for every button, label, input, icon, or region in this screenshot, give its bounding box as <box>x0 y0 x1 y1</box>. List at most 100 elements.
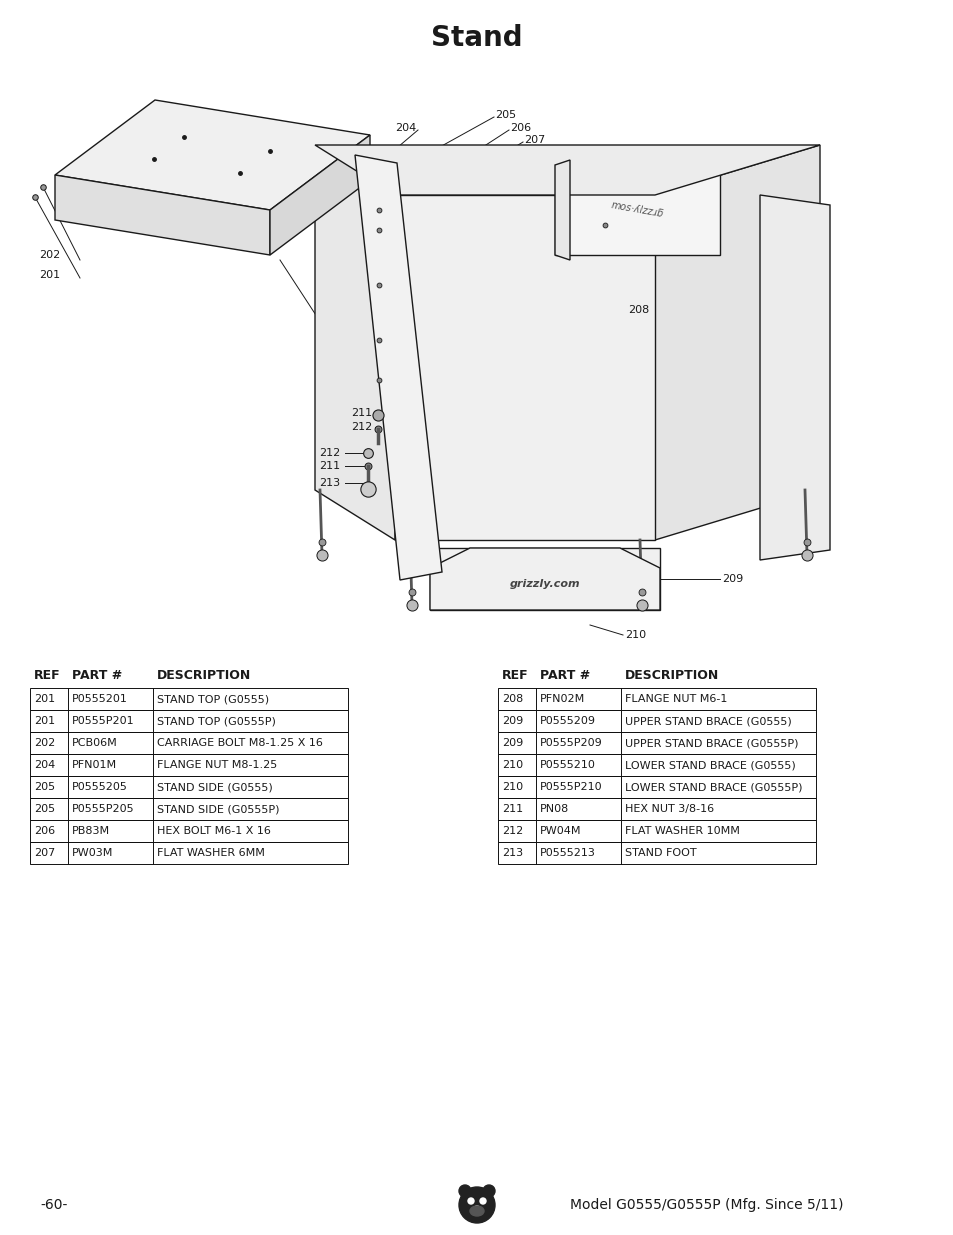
Bar <box>30 732 348 755</box>
Circle shape <box>479 1198 485 1204</box>
Text: P0555P205: P0555P205 <box>71 804 134 814</box>
Ellipse shape <box>470 1207 483 1216</box>
Text: 211: 211 <box>501 804 522 814</box>
Text: 201: 201 <box>34 694 55 704</box>
Text: STAND FOOT: STAND FOOT <box>624 848 696 858</box>
Bar <box>30 710 348 732</box>
Text: REF: REF <box>501 669 528 682</box>
Text: HEX BOLT M6-1 X 16: HEX BOLT M6-1 X 16 <box>157 826 271 836</box>
Text: DESCRIPTION: DESCRIPTION <box>157 669 251 682</box>
Bar <box>30 798 348 820</box>
Text: 209: 209 <box>501 716 522 726</box>
Polygon shape <box>314 144 820 195</box>
Text: FLAT WASHER 6MM: FLAT WASHER 6MM <box>157 848 265 858</box>
Polygon shape <box>395 195 655 540</box>
Text: P0555P209: P0555P209 <box>539 739 602 748</box>
Bar <box>497 820 815 842</box>
Polygon shape <box>655 144 820 540</box>
Text: 210: 210 <box>501 760 522 769</box>
Text: 209: 209 <box>501 739 522 748</box>
Text: P0555210: P0555210 <box>539 760 596 769</box>
Text: 202: 202 <box>39 249 60 261</box>
Text: STAND TOP (G0555): STAND TOP (G0555) <box>157 694 269 704</box>
Polygon shape <box>314 144 395 540</box>
Text: Stand: Stand <box>431 23 522 52</box>
Text: PW04M: PW04M <box>539 826 581 836</box>
Bar <box>497 732 815 755</box>
Text: FLAT WASHER 10MM: FLAT WASHER 10MM <box>624 826 740 836</box>
Text: P0555P201: P0555P201 <box>71 716 134 726</box>
Circle shape <box>474 1207 479 1212</box>
Text: 207: 207 <box>523 135 545 144</box>
Text: 204: 204 <box>395 124 416 133</box>
Text: P0555201: P0555201 <box>71 694 128 704</box>
Text: -60-: -60- <box>40 1198 68 1212</box>
Text: Model G0555/G0555P (Mfg. Since 5/11): Model G0555/G0555P (Mfg. Since 5/11) <box>569 1198 842 1212</box>
Bar <box>497 755 815 776</box>
Polygon shape <box>430 548 659 610</box>
Circle shape <box>468 1198 474 1204</box>
Bar <box>497 798 815 820</box>
Text: 213: 213 <box>318 478 339 488</box>
Text: P0555209: P0555209 <box>539 716 596 726</box>
Text: P0555205: P0555205 <box>71 782 128 792</box>
Text: 201: 201 <box>34 716 55 726</box>
Circle shape <box>458 1186 471 1197</box>
Bar <box>30 755 348 776</box>
Text: REF: REF <box>34 669 61 682</box>
Text: STAND SIDE (G0555): STAND SIDE (G0555) <box>157 782 273 792</box>
Bar <box>497 710 815 732</box>
Text: LOWER STAND BRACE (G0555): LOWER STAND BRACE (G0555) <box>624 760 795 769</box>
Text: STAND TOP (G0555P): STAND TOP (G0555P) <box>157 716 275 726</box>
Text: 208: 208 <box>501 694 522 704</box>
Polygon shape <box>355 156 441 580</box>
Polygon shape <box>55 100 370 210</box>
Text: 205: 205 <box>34 782 55 792</box>
Bar <box>30 842 348 864</box>
Text: 201: 201 <box>39 270 60 280</box>
Polygon shape <box>555 165 720 254</box>
Polygon shape <box>55 175 270 254</box>
Text: 212: 212 <box>351 422 372 432</box>
Text: HEX NUT 3/8-16: HEX NUT 3/8-16 <box>624 804 714 814</box>
Text: 205: 205 <box>34 804 55 814</box>
Text: 209: 209 <box>721 574 742 584</box>
Bar <box>30 776 348 798</box>
Text: CARRIAGE BOLT M8-1.25 X 16: CARRIAGE BOLT M8-1.25 X 16 <box>157 739 322 748</box>
Text: PART #: PART # <box>71 669 122 682</box>
Text: PW03M: PW03M <box>71 848 113 858</box>
Text: FLANGE NUT M6-1: FLANGE NUT M6-1 <box>624 694 726 704</box>
Text: grizzly.com: grizzly.com <box>509 579 579 589</box>
Text: UPPER STAND BRACE (G0555): UPPER STAND BRACE (G0555) <box>624 716 791 726</box>
Text: 213: 213 <box>501 848 522 858</box>
Text: 210: 210 <box>624 630 645 640</box>
Text: STAND SIDE (G0555P): STAND SIDE (G0555P) <box>157 804 279 814</box>
Polygon shape <box>430 548 659 610</box>
Text: UPPER STAND BRACE (G0555P): UPPER STAND BRACE (G0555P) <box>624 739 798 748</box>
Text: 211: 211 <box>351 408 372 417</box>
Text: PFN01M: PFN01M <box>71 760 117 769</box>
Text: 206: 206 <box>510 124 531 133</box>
Text: 208: 208 <box>627 305 649 315</box>
Bar <box>497 842 815 864</box>
Text: 210: 210 <box>501 782 522 792</box>
Text: PFN02M: PFN02M <box>539 694 584 704</box>
Text: 207: 207 <box>34 848 55 858</box>
Text: 206: 206 <box>34 826 55 836</box>
Bar <box>30 688 348 710</box>
Text: 205: 205 <box>495 110 516 120</box>
Text: 202: 202 <box>34 739 55 748</box>
Text: PART #: PART # <box>539 669 590 682</box>
Circle shape <box>482 1186 495 1197</box>
Text: PB83M: PB83M <box>71 826 110 836</box>
Text: P0555P210: P0555P210 <box>539 782 602 792</box>
Polygon shape <box>760 195 829 559</box>
Text: 212: 212 <box>501 826 522 836</box>
Text: PN08: PN08 <box>539 804 569 814</box>
Bar <box>497 776 815 798</box>
Polygon shape <box>555 161 569 261</box>
Text: PCB06M: PCB06M <box>71 739 117 748</box>
Text: 212: 212 <box>318 448 339 458</box>
Text: FLANGE NUT M8-1.25: FLANGE NUT M8-1.25 <box>157 760 277 769</box>
Polygon shape <box>270 135 370 254</box>
